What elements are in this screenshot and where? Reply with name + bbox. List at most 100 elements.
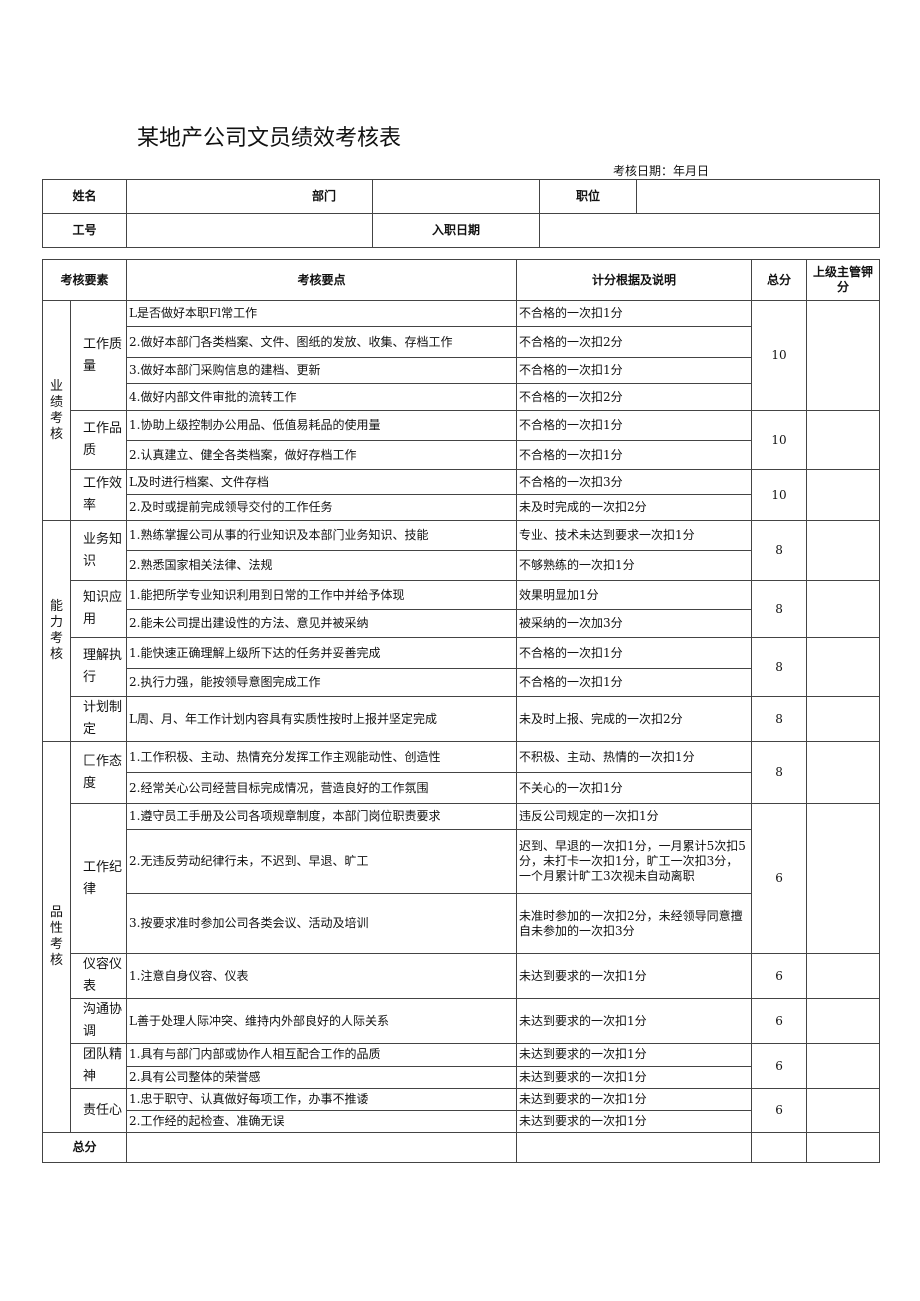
scoring-basis: 不积极、主动、热情的一次扣1分: [516, 741, 753, 773]
group-score: 6: [751, 1043, 808, 1089]
table-row: 工作品质 1.协助上级控制办公用品、低值易耗品的使用量 不合格的一次扣1分 10: [43, 410, 881, 470]
assessment-point: 2.执行力强，能按领导意图完成工作: [126, 668, 518, 697]
assessment-point: 2.及时或提前完成领导交付的工作任务: [126, 494, 518, 521]
group-score: 8: [751, 696, 808, 742]
scoring-basis: 不合格的一次扣1分: [516, 440, 753, 470]
group-score: 8: [751, 520, 808, 581]
table-row: 理解执行 1.能快速正确理解上级所下达的任务并妥善完成 不合格的一次扣1分 8: [43, 637, 881, 697]
scoring-basis: 迟到、早退的一次扣1分，一月累计5次扣5分，未打卡一次扣1分，旷工一次扣3分，一…: [516, 829, 753, 894]
supervisor-score-field[interactable]: [806, 1043, 881, 1089]
supervisor-score-field[interactable]: [806, 998, 881, 1044]
table-row: 能力考核 业务知识 1.熟练掌握公司从事的行业知识及本部门业务知识、技能 专业、技术未…: [42, 520, 881, 742]
group-score: 10: [751, 300, 808, 411]
group-score: 6: [751, 1088, 808, 1133]
scoring-basis: 不合格的一次扣2分: [516, 326, 753, 358]
table-row: 2.及时或提前完成领导交付的工作任务 未及时完成的一次扣2分: [43, 494, 880, 521]
assessment-point: 2.工作经的起检查、准确无误: [126, 1110, 518, 1133]
table-row: 工作效率 L及时进行档案、文件存档 不合格的一次扣3分 10: [43, 469, 881, 521]
supervisor-score-field[interactable]: [806, 520, 881, 581]
name-label: 姓名: [42, 179, 127, 214]
section-label: 品性考核: [42, 741, 71, 1133]
assessment-point: 1.注意自身仪容、仪表: [126, 953, 518, 999]
supervisor-score-field[interactable]: [806, 637, 881, 697]
group-label: 团队精神: [69, 1043, 128, 1089]
assessment-point: 2.熟悉国家相关法律、法规: [126, 550, 518, 581]
assessment-point: 1.能快速正确理解上级所下达的任务并妥善完成: [126, 637, 518, 669]
table-row: 责任心 1.忠于职守、认真做好每项工作，办事不推诿 未达到要求的一次扣1分 6: [43, 1088, 881, 1133]
table-row: 3.按要求准时参加公司各类会议、活动及培训 未准时参加的一次扣2分，未经领导同意擅…: [43, 893, 880, 954]
header-basis: 计分根据及说明: [516, 259, 753, 301]
table-row: 2.能未公司提出建设性的方法、意见并被采纳 被采纳的一次加3分: [43, 609, 880, 638]
assessment-point: 2.无违反劳动纪律行未，不迟到、早退、旷工: [126, 829, 518, 894]
supervisor-score-field[interactable]: [806, 741, 881, 804]
table-row: 工作纪律 1.遵守员工手册及公司各项规章制度，本部门岗位职责要求 违反公司规定的一次…: [43, 803, 881, 954]
table-row: 品性考核 匚作态度 1.工作积极、主动、热情充分发挥工作主观能动性、创造性 不积极、主…: [42, 741, 881, 1133]
scoring-basis: 不合格的一次扣1分: [516, 300, 753, 327]
assessment-point: 1.具有与部门内部或协作人相互配合工作的品质: [126, 1043, 518, 1067]
table-row: 业绩考核 工作质量 L是否做好本职Fl常工作 不合格的一次扣1分 10: [42, 300, 881, 521]
group-label: 工作效率: [69, 469, 128, 521]
header-score: 总分: [751, 259, 808, 301]
supervisor-score-field[interactable]: [806, 803, 881, 954]
header-points: 考核要点: [126, 259, 518, 301]
scoring-basis: 未及时完成的一次扣2分: [516, 494, 753, 521]
scoring-basis: 专业、技术未达到要求一次扣1分: [516, 520, 753, 551]
supervisor-score-field[interactable]: [806, 410, 881, 470]
assessment-point: 1.熟练掌握公司从事的行业知识及本部门业务知识、技能: [126, 520, 518, 551]
table-row: 仪容仪表 1.注意自身仪容、仪表 未达到要求的一次扣1分 6: [43, 953, 881, 999]
position-field[interactable]: [636, 179, 880, 214]
total-row: 总分: [41, 1132, 881, 1163]
supervisor-score-field[interactable]: [806, 696, 881, 742]
id-field[interactable]: [126, 213, 373, 248]
table-row: 沟通协调 L善于处理人际冲突、维持内外部良好的人际关系 未达到要求的一次扣1分 6: [43, 998, 881, 1044]
group-label: 匚作态度: [69, 741, 128, 804]
scoring-basis: 效果明显加1分: [516, 580, 753, 610]
table-row: 知识应用 1.能把所学专业知识利用到日常的工作中并给予体现 效果明显加1分 8: [43, 580, 881, 638]
table-row: 3.做好本部门采购信息的建档、更新 不合格的一次扣1分: [43, 357, 880, 384]
group-label: 工作纪律: [69, 803, 128, 954]
assessment-table: 考核要素 考核要点 计分根据及说明 总分 上级主管钾分 业绩考核 工作质量 L是否做…: [41, 259, 881, 1163]
assessment-point: L是否做好本职Fl常工作: [126, 300, 518, 327]
assessment-point: L善于处理人际冲突、维持内外部良好的人际关系: [126, 998, 518, 1044]
assessment-point: 2.认真建立、健全各类档案，做好存档工作: [126, 440, 518, 470]
join-date-field[interactable]: [539, 213, 880, 248]
group-label: 仪容仪表: [69, 953, 128, 999]
supervisor-score-field[interactable]: [806, 300, 881, 411]
scoring-basis: 未达到要求的一次扣1分: [516, 998, 753, 1044]
id-label: 工号: [42, 213, 127, 248]
section-label: 能力考核: [42, 520, 71, 742]
group-score: 8: [751, 741, 808, 804]
supervisor-score-field[interactable]: [806, 469, 881, 521]
page-title: 某地产公司文员绩效考核表: [137, 126, 402, 151]
group-score: 6: [751, 803, 808, 954]
assessment-point: 2.能未公司提出建设性的方法、意见并被采纳: [126, 609, 518, 638]
group-score: 10: [751, 410, 808, 470]
total-field[interactable]: [126, 1132, 518, 1163]
scoring-basis: 未达到要求的一次扣1分: [516, 1065, 753, 1089]
position-label: 职位: [539, 179, 637, 214]
scoring-basis: 违反公司规定的一次扣1分: [516, 803, 753, 830]
assessment-point: 2.做好本部门各类档案、文件、图纸的发放、收集、存档工作: [126, 326, 518, 358]
table-row: 2.做好本部门各类档案、文件、图纸的发放、收集、存档工作 不合格的一次扣2分: [43, 326, 880, 358]
scoring-basis: 不合格的一次扣2分: [516, 383, 753, 411]
employee-info-table: 姓名 部门 职位 工号 入职日期: [42, 179, 880, 248]
scoring-basis: 不够熟练的一次扣1分: [516, 550, 753, 581]
assessment-point: 2.经常关心公司经营目标完成情况，营造良好的工作氛围: [126, 772, 518, 804]
scoring-basis: 未达到要求的一次扣1分: [516, 1110, 753, 1133]
scoring-basis: 未达到要求的一次扣1分: [516, 1088, 753, 1111]
assessment-point: 1.遵守员工手册及公司各项规章制度，本部门岗位职责要求: [126, 803, 518, 830]
scoring-basis: 不合格的一次扣3分: [516, 469, 753, 495]
supervisor-score-field[interactable]: [806, 580, 881, 638]
dept-field[interactable]: [372, 179, 540, 214]
assessment-point: 1.工作积极、主动、热情充分发挥工作主观能动性、创造性: [126, 741, 518, 773]
scoring-basis: 不合格的一次扣1分: [516, 357, 753, 384]
group-label: 沟通协调: [69, 998, 128, 1044]
supervisor-score-field[interactable]: [806, 953, 881, 999]
total-label: 总分: [41, 1132, 128, 1163]
name-field[interactable]: 部门: [126, 179, 373, 214]
group-label: 业务知识: [69, 520, 128, 581]
table-row: 团队精神 1.具有与部门内部或协作人相互配合工作的品质 未达到要求的一次扣1分 6: [43, 1043, 881, 1089]
group-label: 工作品质: [69, 410, 128, 470]
supervisor-score-field[interactable]: [806, 1088, 881, 1133]
header-supervisor-score: 上级主管钾分: [806, 259, 881, 301]
